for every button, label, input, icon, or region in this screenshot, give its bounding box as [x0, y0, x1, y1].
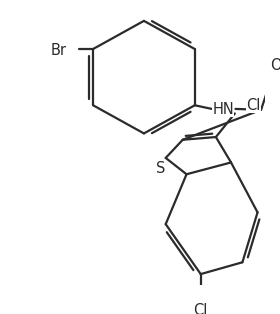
Text: S: S — [156, 161, 166, 176]
Text: Cl: Cl — [193, 303, 208, 314]
Text: Br: Br — [51, 43, 67, 58]
Text: O: O — [270, 58, 280, 73]
Text: Cl: Cl — [246, 98, 261, 113]
Text: HN: HN — [212, 102, 234, 117]
